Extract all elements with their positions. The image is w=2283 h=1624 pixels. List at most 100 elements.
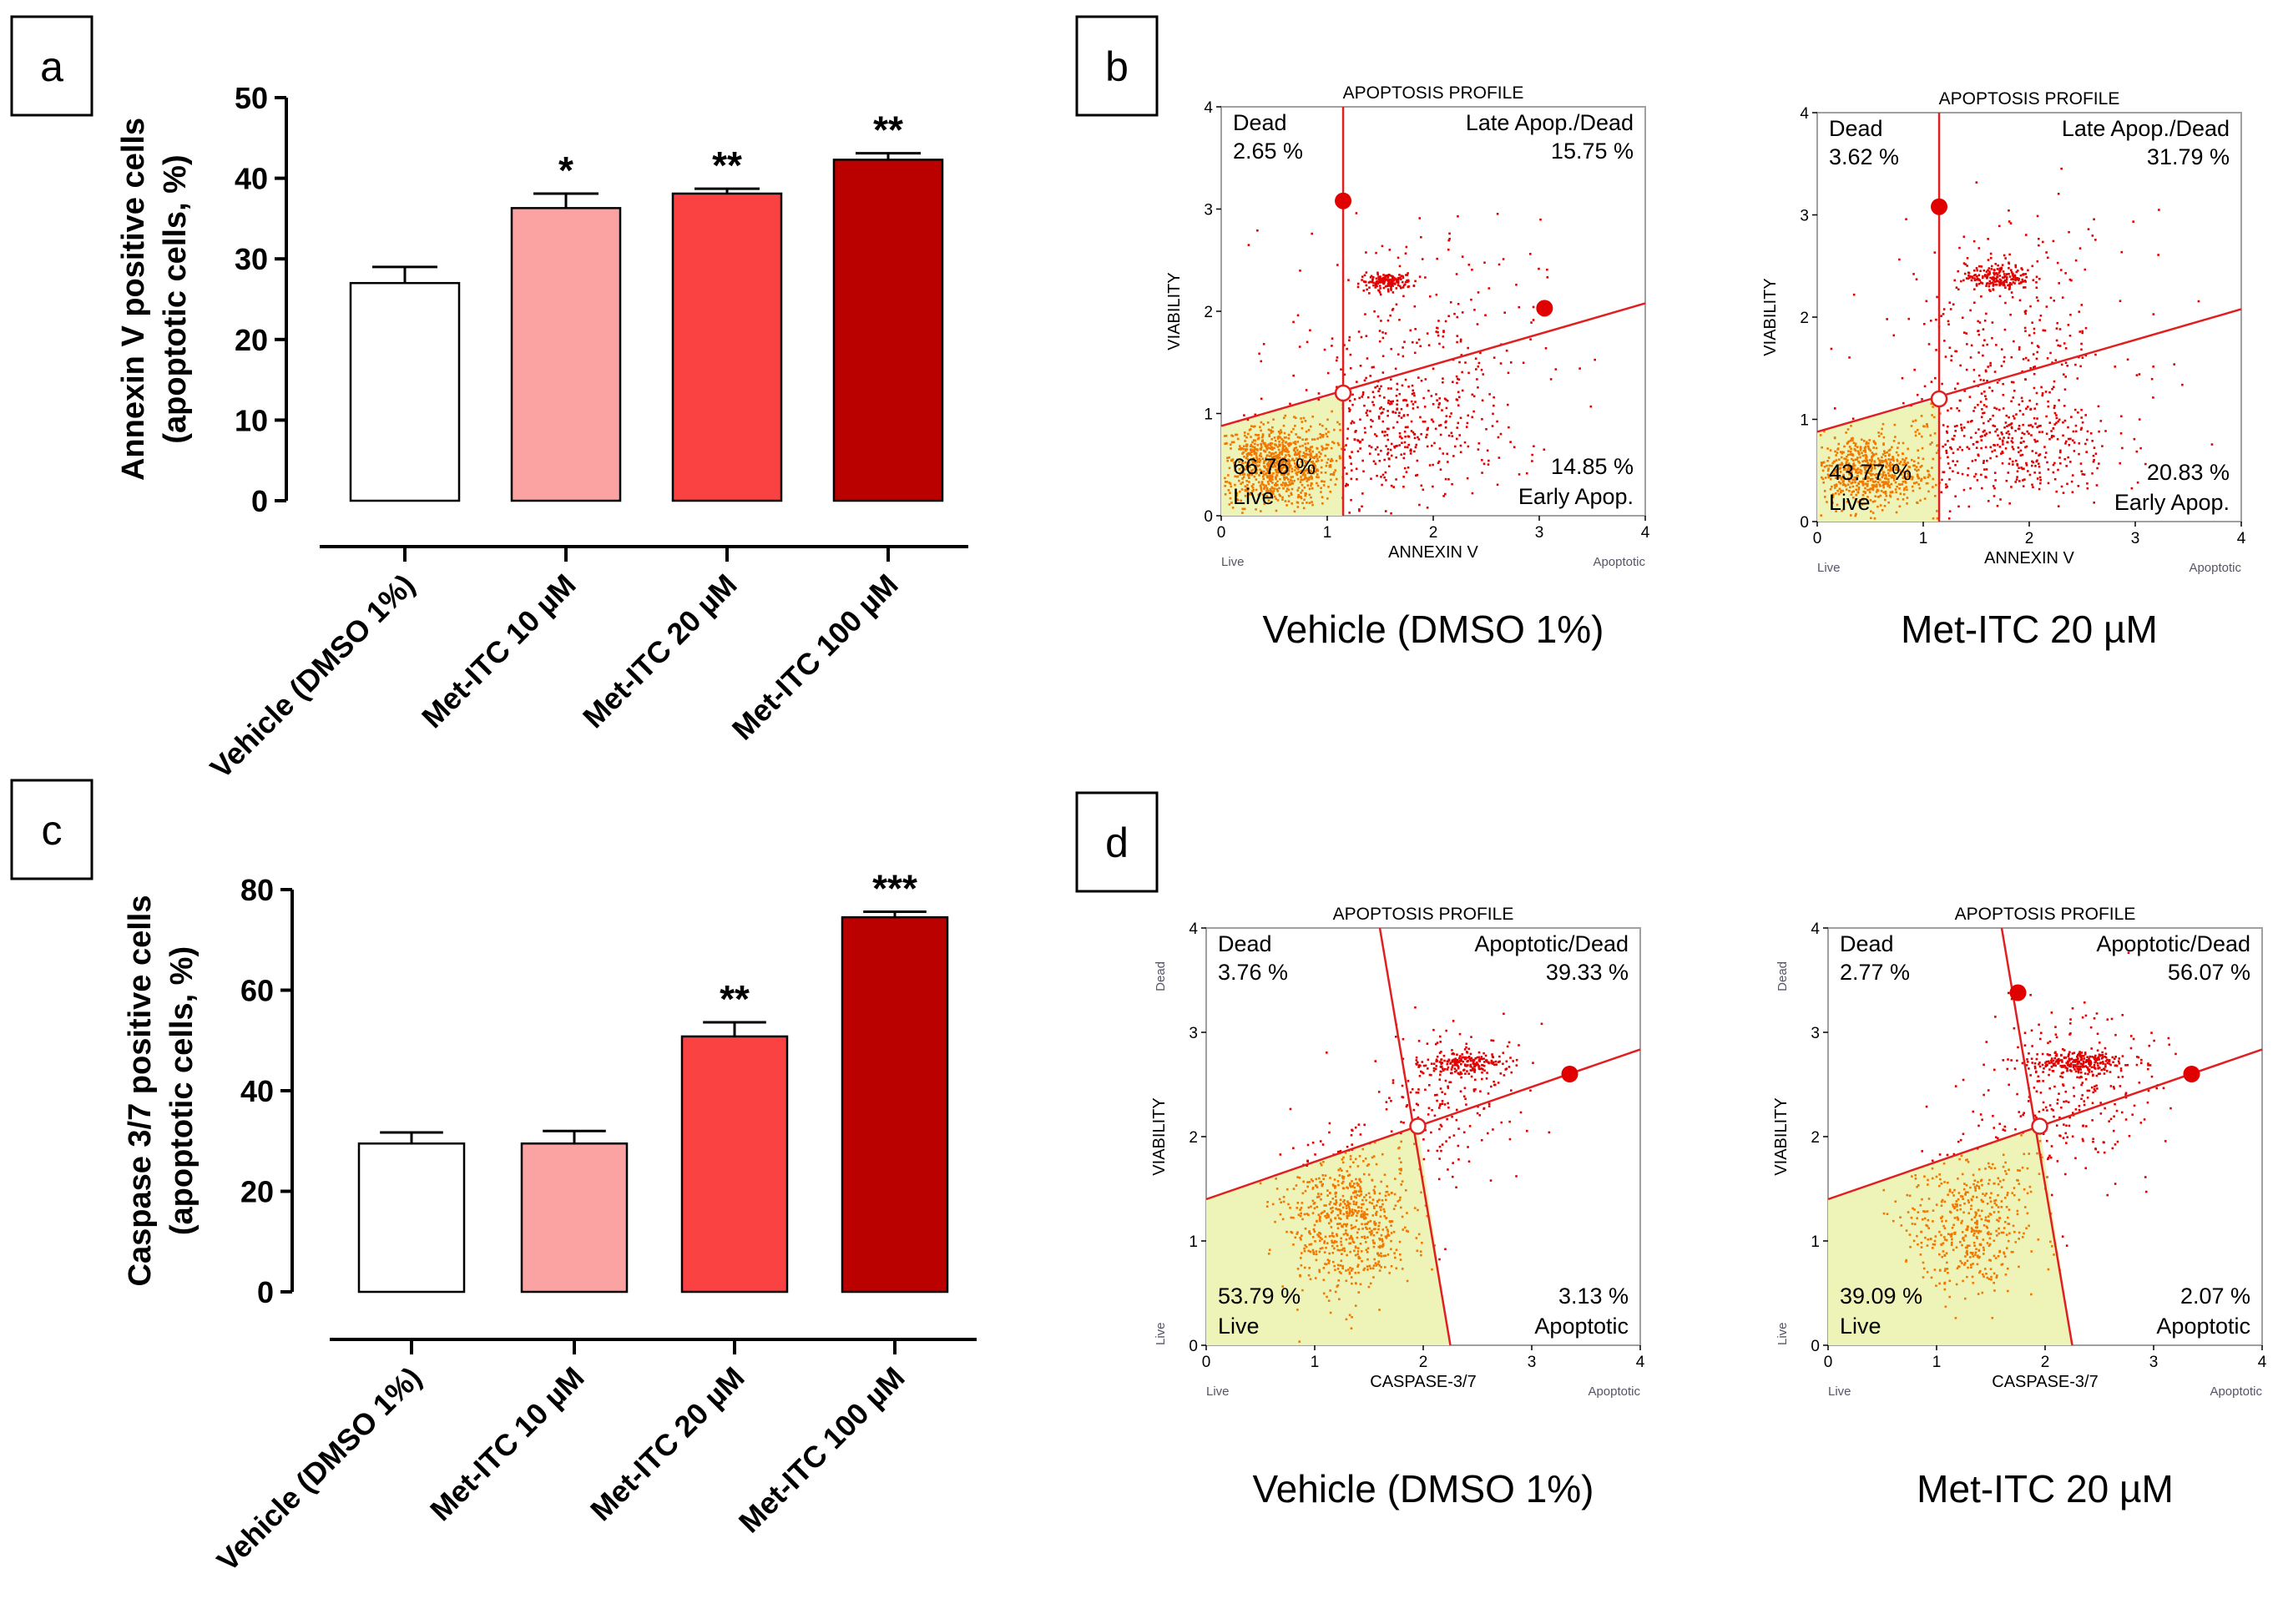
scatter-point [1877,431,1880,434]
scatter-point [1345,1269,1347,1272]
scatter-point [1953,1188,1956,1192]
scatter-point [1487,463,1490,466]
scatter-point [1926,1210,1929,1213]
scatter-point [1441,1143,1444,1146]
scatter-point [2057,420,2059,423]
scatter-point [1440,1062,1442,1066]
scatter-point [2068,461,2072,463]
scatter-point [1334,469,1337,472]
scatter-point [1493,1083,1497,1087]
scatter-point [2078,247,2082,250]
scatter-point [1447,1087,1450,1089]
scatter-point [1886,318,1888,320]
scatter-point [1840,491,1842,494]
scatter-point [1841,508,1845,512]
scatter-point [1457,1158,1460,1161]
scatter-point [1983,319,1987,322]
scatter-point [1864,487,1866,490]
scatter-point [2081,472,2084,476]
scatter-point [1451,1052,1454,1056]
scatter-point [2086,482,2089,485]
scatter-point [1273,436,1276,439]
scatter-point [1367,281,1371,284]
scatter-point [1245,480,1248,482]
scatter-point [1947,320,1950,323]
scatter-point [1303,498,1306,502]
scatter-point [1866,445,1870,448]
scatter-point [1390,1232,1393,1234]
scatter-point [1321,1173,1325,1177]
scatter-point [2083,1057,2086,1060]
scatter-point [1518,1044,1520,1047]
gate-vertical-line [1378,927,1452,1346]
scatter-point [1323,348,1326,351]
scatter-point [1949,1233,1952,1236]
scatter-point [2045,415,2048,418]
scatter-point [1851,457,1853,461]
scatter-point [1291,457,1294,461]
scatter-point [1362,1203,1365,1206]
scatter-point [1319,1140,1322,1142]
scatter-point [2025,445,2028,448]
scatter-point [1425,436,1427,439]
scatter-point [1540,1022,1543,1026]
scatter-point [1329,460,1332,462]
scatter-point [1884,490,1887,493]
scatter-point [1943,1269,1947,1273]
scatter-point [1364,313,1366,315]
scatter-point [1930,402,1933,406]
scatter-point [1954,430,1957,432]
scatter-point [1508,1120,1511,1123]
scatter-point [1865,454,1867,457]
scatter-point [1905,1258,1908,1262]
scatter-point [1348,455,1351,458]
scatter-point [1437,330,1439,334]
scatter-point [1469,1059,1472,1062]
scatter-point [1854,514,1857,517]
scatter-point [1432,403,1435,406]
scatter-point [1842,473,1845,477]
scatter-point [1321,1183,1324,1186]
scatter-point [1463,1057,1467,1060]
scatter-point [1970,1230,1973,1233]
scatter-point [1826,469,1830,472]
scatter-point [1411,384,1414,387]
scatter-point [1472,1090,1476,1092]
scatter-point [1917,1243,1919,1246]
scatter-point [1299,445,1301,448]
scatter-point [1331,459,1334,462]
scatter-point [1238,445,1241,447]
scatter-point [1299,1274,1301,1278]
scatter-point [1311,476,1313,479]
scatter-point [1327,431,1330,433]
scatter-point [1985,468,1988,471]
scatter-point [1255,470,1258,473]
scatter-point [2017,446,2020,449]
scatter-point [1260,510,1262,512]
scatter-point [1835,510,1837,512]
scatter-point [1283,477,1285,480]
scatter-point [1985,1192,1988,1195]
scatter-point [1482,1052,1485,1055]
scatter-point [1295,472,1298,475]
scatter-point [1392,400,1394,403]
scatter-point [1912,1239,1916,1243]
scatter-point [1977,278,1980,280]
scatter-point [1389,278,1392,281]
scatter-point [1264,450,1267,453]
scatter-point [1328,1122,1331,1125]
scatter-point [1287,442,1290,445]
scatter-point [1492,412,1494,416]
scatter-point [1860,438,1863,441]
scatter-point [1285,482,1287,485]
scatter-point [1467,414,1470,417]
scatter-point [1356,1265,1359,1268]
scatter-point [2003,1252,2006,1255]
scatter-point [1262,461,1265,465]
scatter-point [1441,1102,1444,1106]
scatter-point [1990,1275,1993,1279]
scatter-point [1378,1309,1381,1311]
scatter-point [1255,508,1257,511]
scatter-point [1870,460,1873,463]
scatter-point [2144,462,2147,466]
